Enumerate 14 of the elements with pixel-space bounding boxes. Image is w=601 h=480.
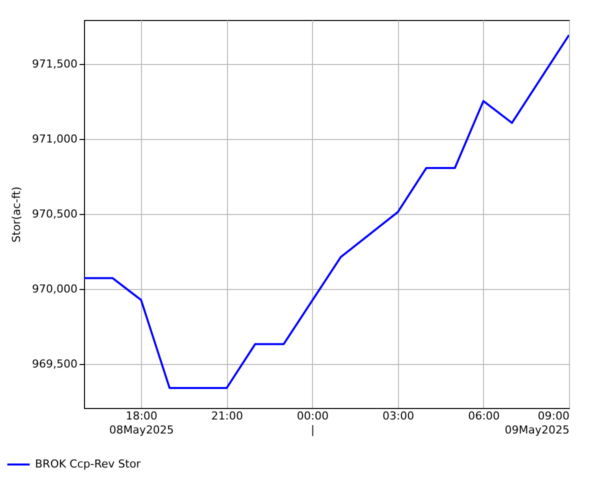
x-tick-label: 09:00 09May2025 xyxy=(504,410,570,436)
y-tick-label: 971,000 xyxy=(32,132,78,146)
y-tick-label: 970,000 xyxy=(32,282,78,296)
y-tick-label: 969,500 xyxy=(32,358,78,371)
y-tick-label: 970,500 xyxy=(32,208,78,220)
y-axis-title: Stor(ac-ft) xyxy=(10,186,24,242)
x-tick-label: 00:00 | xyxy=(296,410,329,436)
line-series xyxy=(84,34,569,390)
x-tick-label: 18:00 08May2025 xyxy=(109,410,174,436)
x-tick-label: 06:00 xyxy=(468,410,500,422)
y-tick-label: 971,500 xyxy=(32,57,78,70)
legend-label: BROK Ccp-Rev Stor xyxy=(35,458,142,470)
x-tick-label: 03:00 xyxy=(382,410,414,422)
x-tick-label: 21:00 xyxy=(211,410,243,422)
